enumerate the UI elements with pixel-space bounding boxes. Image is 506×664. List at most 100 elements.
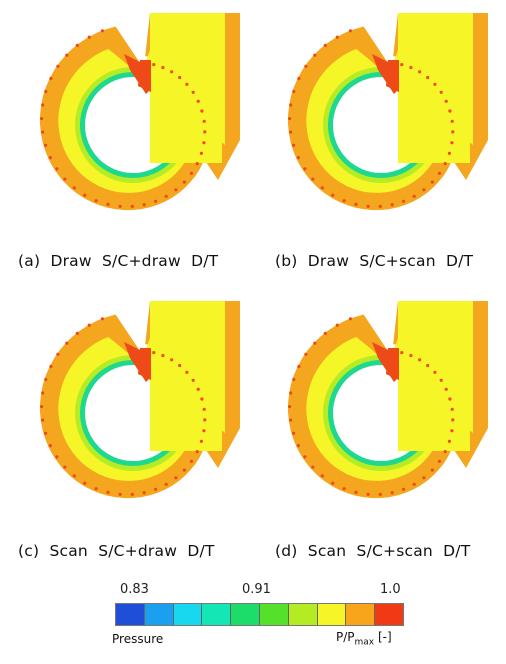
casing-wall-marker xyxy=(303,167,307,171)
casing-wall-marker xyxy=(444,387,448,391)
casing-wall-marker xyxy=(174,476,178,480)
color-scale-bar xyxy=(115,603,404,626)
casing-wall-marker xyxy=(451,418,455,422)
casing-wall-marker xyxy=(418,70,422,74)
casing-wall-marker xyxy=(164,194,168,198)
casing-wall-marker xyxy=(83,481,87,485)
casing-wall-marker xyxy=(292,431,296,435)
casing-wall-marker xyxy=(199,151,203,155)
legend-swatch xyxy=(259,604,289,625)
casing-wall-marker xyxy=(331,481,335,485)
casing-wall-marker xyxy=(75,43,79,48)
casing-wall-marker xyxy=(289,418,293,422)
casing-wall-marker xyxy=(381,61,385,65)
casing-wall-marker xyxy=(154,487,158,491)
casing-wall-marker xyxy=(378,204,382,208)
casing-wall-marker xyxy=(44,89,48,94)
casing-wall-marker xyxy=(448,109,452,113)
casing-wall-marker xyxy=(335,323,339,327)
casing-wall-marker xyxy=(100,29,104,33)
casing-wall-marker xyxy=(185,370,189,374)
casing-wall-marker xyxy=(83,193,87,197)
casing-wall-marker xyxy=(75,331,79,335)
casing-wall-marker xyxy=(444,99,448,103)
pressure-contour-d xyxy=(288,301,488,499)
legend-swatch xyxy=(231,604,260,625)
contour-panel-b xyxy=(268,10,506,235)
casing-wall-marker xyxy=(185,82,189,86)
casing-wall-marker xyxy=(142,61,147,65)
casing-wall-marker xyxy=(106,202,110,206)
casing-wall-marker xyxy=(433,370,437,374)
casing-wall-marker xyxy=(199,439,203,443)
casing-wall-marker xyxy=(56,352,60,356)
casing-wall-marker xyxy=(200,109,204,113)
casing-wall-marker xyxy=(100,317,104,321)
casing-wall-marker xyxy=(65,341,69,345)
casing-wall-marker xyxy=(400,351,404,355)
casing-wall-marker xyxy=(354,202,358,206)
casing-wall-marker xyxy=(450,429,454,433)
casing-wall-marker xyxy=(320,186,324,190)
casing-wall-marker xyxy=(447,151,451,155)
casing-wall-marker xyxy=(342,487,346,491)
casing-wall-marker xyxy=(174,188,178,192)
pressure-contour-b xyxy=(288,13,488,211)
casing-wall-marker xyxy=(55,455,59,459)
casing-wall-marker xyxy=(418,358,422,362)
legend-swatch xyxy=(346,604,376,625)
pressure-contour-c xyxy=(40,301,240,499)
casing-wall-marker xyxy=(447,439,451,443)
casing-wall-marker xyxy=(378,492,382,496)
casing-wall-marker xyxy=(161,353,165,358)
casing-wall-marker xyxy=(313,53,317,57)
casing-wall-marker xyxy=(289,103,293,107)
casing-wall-marker xyxy=(191,378,195,382)
casing-wall-marker xyxy=(44,143,48,147)
legend-swatch xyxy=(375,604,403,625)
casing-wall-marker xyxy=(161,65,165,70)
casing-wall-marker xyxy=(437,171,442,175)
casing-wall-marker xyxy=(133,349,137,353)
casing-wall-marker xyxy=(348,317,352,321)
casing-wall-marker xyxy=(390,61,395,65)
casing-wall-marker xyxy=(40,117,44,121)
casing-wall-marker xyxy=(451,130,455,134)
casing-wall-marker xyxy=(323,43,327,48)
casing-wall-marker xyxy=(311,465,315,469)
casing-wall-marker xyxy=(142,349,147,353)
casing-wall-marker xyxy=(49,364,53,369)
casing-wall-marker xyxy=(94,487,98,491)
casing-wall-marker xyxy=(439,378,443,382)
casing-wall-marker xyxy=(426,75,430,80)
casing-wall-marker xyxy=(94,199,98,203)
casing-wall-marker xyxy=(297,364,301,369)
casing-wall-marker xyxy=(412,194,416,198)
casing-wall-marker xyxy=(296,444,300,448)
casing-wall-marker xyxy=(130,204,134,208)
casing-wall-marker xyxy=(142,203,146,207)
casing-wall-marker xyxy=(390,491,394,495)
legend-swatch xyxy=(144,604,174,625)
legend-right-main: P/P xyxy=(336,630,355,644)
casing-wall-marker xyxy=(196,387,200,391)
casing-wall-marker xyxy=(439,90,443,94)
casing-wall-marker xyxy=(63,177,67,181)
casing-wall-marker xyxy=(63,465,67,469)
casing-wall-marker xyxy=(400,63,404,67)
casing-wall-marker xyxy=(304,64,308,68)
tongue-red-region xyxy=(138,60,151,92)
casing-wall-marker xyxy=(40,405,44,409)
casing-wall-marker xyxy=(170,358,174,362)
casing-wall-marker xyxy=(142,491,146,495)
tongue-red-region xyxy=(386,60,399,92)
casing-wall-marker xyxy=(200,397,204,401)
casing-wall-marker xyxy=(106,490,110,494)
casing-wall-marker xyxy=(72,474,76,478)
casing-wall-marker xyxy=(202,429,206,433)
casing-wall-marker xyxy=(422,188,426,192)
casing-wall-marker xyxy=(390,203,394,207)
casing-wall-marker xyxy=(55,167,59,171)
legend-swatch xyxy=(288,604,318,625)
casing-wall-marker xyxy=(443,162,447,166)
